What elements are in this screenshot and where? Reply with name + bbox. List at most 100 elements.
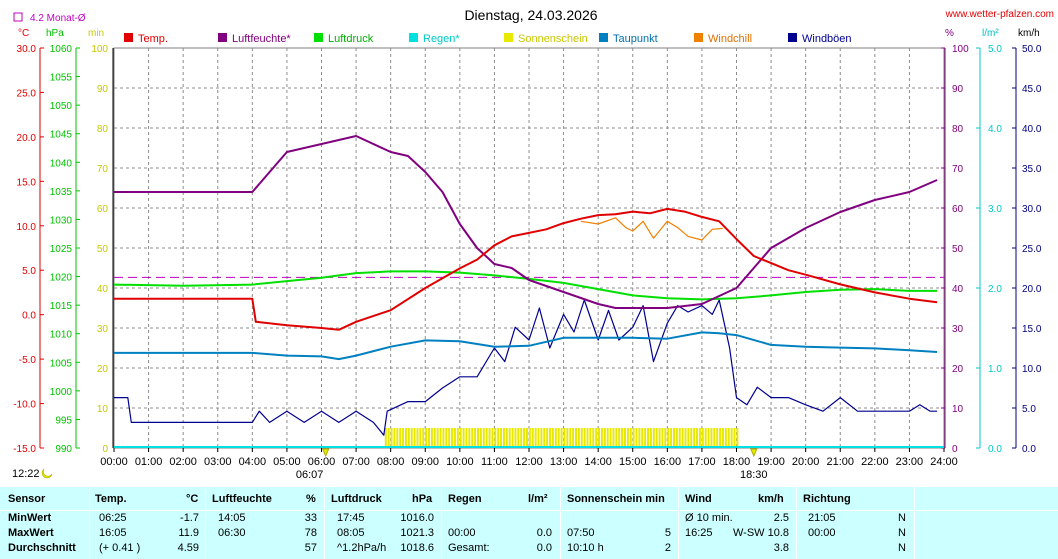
table-cell-press-time: 17:45 — [337, 512, 365, 524]
legend-swatch — [124, 33, 133, 42]
sunrise-marker-icon — [321, 448, 330, 458]
table-cell-dir-val: N — [898, 512, 906, 524]
y-tick-label: 60 — [97, 204, 109, 215]
x-tick-label: 07:00 — [342, 456, 370, 468]
sunshine-bar — [500, 428, 503, 448]
y-tick-label: 5.0 — [1022, 404, 1036, 415]
sunshine-bar — [549, 428, 552, 448]
series-line-luftfeuchte — [114, 135, 938, 309]
sunshine-bar — [393, 428, 396, 448]
table-cell-temp-val: 11.9 — [178, 527, 199, 539]
sunshine-bar — [661, 428, 664, 448]
sunshine-bar — [445, 428, 448, 448]
sunshine-bar — [419, 428, 422, 448]
legend-label: Taupunkt — [613, 33, 658, 45]
sunshine-bar — [580, 428, 583, 448]
y-tick-label: -15.0 — [13, 444, 36, 455]
hdr-direction: Richtung — [803, 493, 851, 505]
sunshine-bar — [462, 428, 465, 448]
x-tick-label: 20:00 — [792, 456, 820, 468]
sunshine-bar — [586, 428, 589, 448]
sunshine-bar — [684, 428, 687, 448]
sunshine-bar — [716, 428, 719, 448]
y-tick-label: 0 — [952, 444, 958, 455]
sunshine-bar — [589, 428, 592, 448]
x-tick-label: 11:00 — [481, 456, 508, 468]
legend-swatch — [599, 33, 608, 42]
sunshine-bar — [404, 428, 407, 448]
sunshine-bar — [471, 428, 474, 448]
y-tick-label: 100 — [952, 44, 969, 55]
table-cell-press-time: 08:05 — [337, 527, 365, 539]
table-cell-dir-time: 21:05 — [808, 512, 836, 524]
sunshine-bar — [687, 428, 690, 448]
hdr-rain: Regen — [448, 493, 482, 505]
sunshine-bar — [439, 428, 442, 448]
weather-chart: Dienstag, 24.03.2026 www.wetter-pfalzen.… — [12, 7, 1054, 481]
sunshine-bar — [727, 428, 730, 448]
sunshine-bar — [485, 428, 488, 448]
sunshine-bar — [402, 428, 405, 448]
y-tick-label: 20 — [952, 364, 964, 375]
sunshine-bar — [598, 428, 601, 448]
table-cell-temp-time: 06:25 — [99, 512, 127, 524]
rain-axis-unit: l/m² — [982, 28, 999, 39]
sunshine-bar — [644, 428, 647, 448]
table-cell-dir-time: 00:00 — [808, 527, 836, 539]
sunshine-bar — [514, 428, 517, 448]
table-cell-rain-time: 00:00 — [448, 527, 476, 539]
month-avg-checkbox[interactable] — [13, 12, 23, 22]
x-tick-label: 15:00 — [619, 456, 647, 468]
hdr-pressure-unit: hPa — [412, 493, 433, 505]
sunshine-bar — [690, 428, 693, 448]
y-tick-label: 3.0 — [988, 204, 1002, 215]
y-tick-label: 995 — [55, 415, 72, 426]
sunshine-bar — [603, 428, 606, 448]
month-avg-label: 4.2 Monat-Ø — [30, 13, 86, 24]
sunshine-bar — [678, 428, 681, 448]
y-tick-label: 5.0 — [22, 266, 36, 277]
y-tick-label: 1.0 — [988, 364, 1002, 375]
y-tick-label: 20.0 — [17, 133, 37, 144]
x-tick-label: 17:00 — [688, 456, 716, 468]
y-axes: 30.0 25.0 20.0 15.0 10.0 5.0 0.0 -5.0 -10.0 -15.0… — [13, 44, 1042, 455]
y-tick-label: 25.0 — [17, 88, 37, 99]
sunshine-bar — [453, 428, 456, 448]
moon-icon — [41, 468, 53, 479]
hdr-humidity-unit: % — [306, 493, 316, 505]
sunshine-bar — [497, 428, 500, 448]
y-tick-label: 0.0 — [22, 311, 36, 322]
sunshine-bars — [384, 428, 739, 448]
table-cell-label: MaxWert — [8, 527, 54, 539]
sunshine-bar — [719, 428, 722, 448]
sunshine-bar — [488, 428, 491, 448]
table-cell-hum-time: 14:05 — [218, 512, 246, 524]
x-tick-label: 04:00 — [239, 456, 267, 468]
y-tick-label: 15.0 — [17, 177, 37, 188]
sunshine-bar — [638, 428, 641, 448]
x-tick-label: 16:00 — [654, 456, 682, 468]
sunshine-bar — [546, 428, 549, 448]
sunshine-bar — [528, 428, 531, 448]
y-tick-label: 1050 — [50, 101, 73, 112]
y-tick-label: 1055 — [50, 73, 73, 84]
sunshine-bar — [560, 428, 563, 448]
sunshine-bar — [704, 428, 707, 448]
sunshine-bar — [482, 428, 485, 448]
sunshine-bar — [658, 428, 661, 448]
x-tick-label: 24:00 — [930, 456, 958, 468]
hdr-sensor: Sensor — [8, 493, 46, 505]
sunshine-bar — [681, 428, 684, 448]
x-tick-label: 06:00 — [308, 456, 336, 468]
x-tick-label: 00:00 — [100, 456, 128, 468]
y-tick-label: 1035 — [50, 187, 73, 198]
sunshine-bar — [531, 428, 534, 448]
hdr-pressure: Luftdruck — [331, 493, 382, 505]
source-link[interactable]: www.wetter-pfalzen.com — [945, 9, 1054, 20]
y-tick-label: 10.0 — [1022, 364, 1042, 375]
legend-swatch — [409, 33, 418, 42]
sunshine-bar — [551, 428, 554, 448]
sunshine-bar — [526, 428, 528, 448]
wind-axis-unit: km/h — [1018, 28, 1040, 39]
table-cell-sun-val: 5 — [664, 527, 671, 539]
